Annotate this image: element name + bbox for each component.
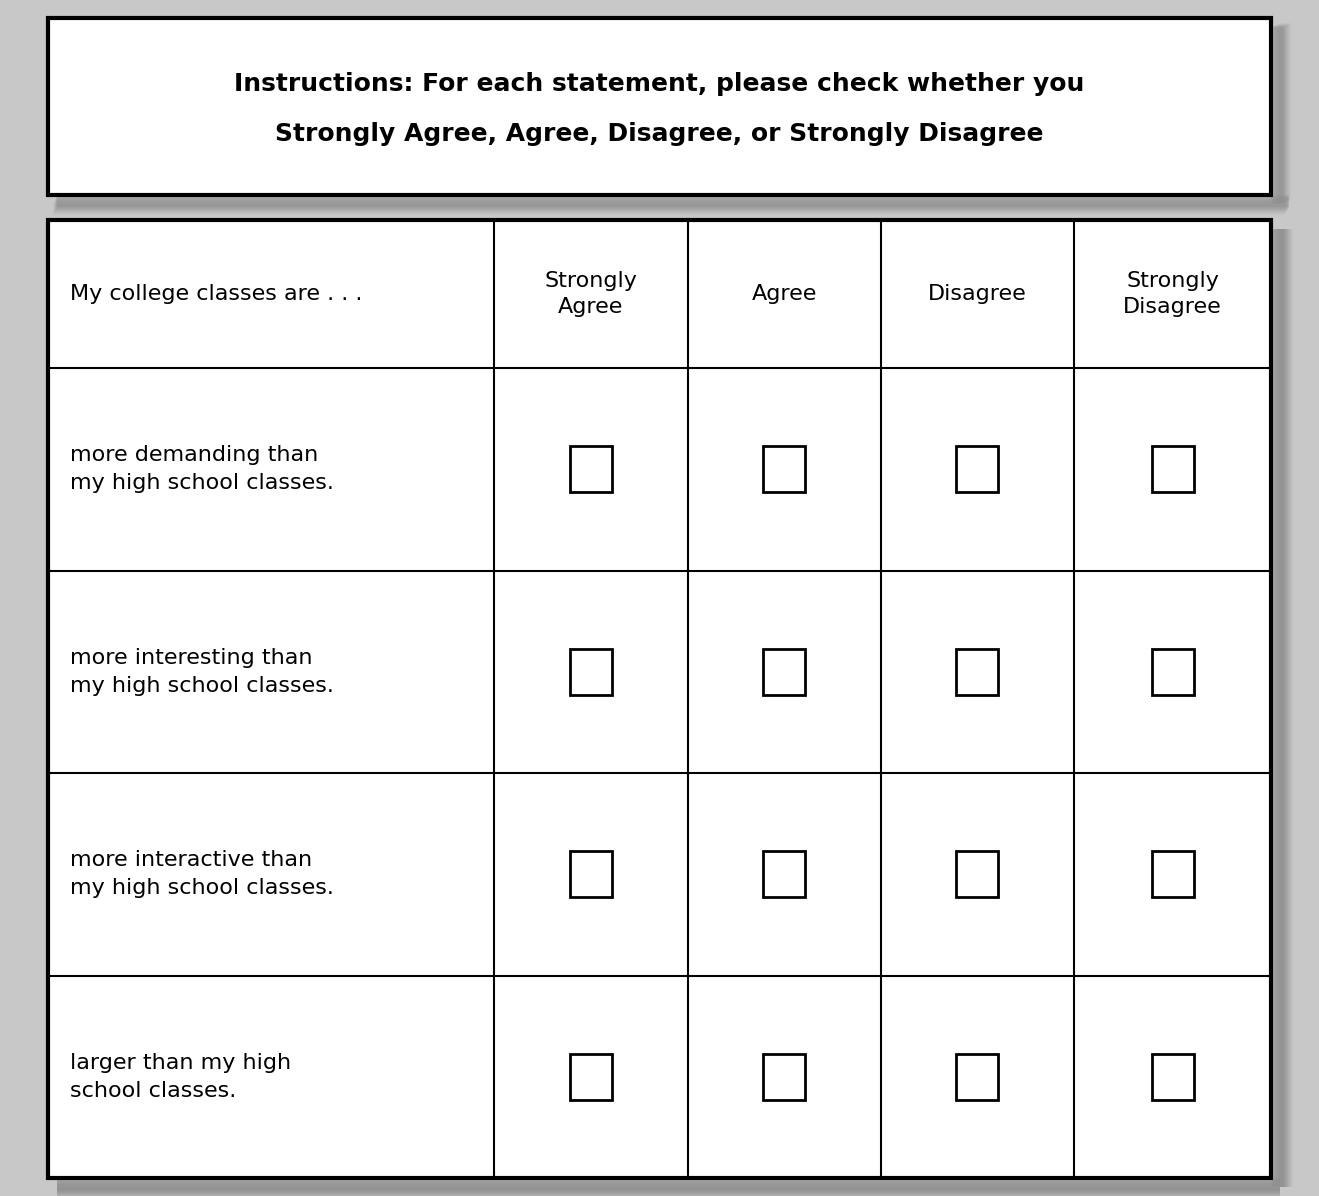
Bar: [570, 446, 612, 493]
Bar: [570, 852, 612, 897]
Text: My college classes are . . .: My college classes are . . .: [70, 283, 363, 304]
Bar: [47, 18, 1272, 195]
Bar: [47, 220, 1272, 1178]
Bar: [764, 648, 805, 695]
Bar: [57, 1178, 1279, 1190]
Bar: [1282, 228, 1294, 1186]
Bar: [764, 446, 805, 493]
Bar: [57, 1180, 1279, 1192]
Bar: [57, 1188, 1279, 1196]
Bar: [570, 648, 612, 695]
Bar: [57, 1180, 1279, 1192]
Bar: [1279, 23, 1293, 200]
Text: larger than my high
school classes.: larger than my high school classes.: [70, 1052, 291, 1100]
Text: more demanding than
my high school classes.: more demanding than my high school class…: [70, 445, 334, 493]
Bar: [1273, 228, 1285, 1186]
Bar: [956, 852, 998, 897]
Bar: [1274, 228, 1286, 1186]
Bar: [53, 205, 1285, 216]
Bar: [1281, 228, 1293, 1186]
Bar: [55, 199, 1287, 210]
Bar: [57, 1185, 1279, 1196]
Text: more interesting than
my high school classes.: more interesting than my high school cla…: [70, 648, 334, 696]
Bar: [1278, 24, 1290, 201]
Text: more interactive than
my high school classes.: more interactive than my high school cla…: [70, 850, 334, 898]
Bar: [1277, 228, 1289, 1186]
Bar: [54, 200, 1286, 212]
Bar: [57, 196, 1289, 208]
Bar: [1272, 228, 1283, 1186]
Bar: [570, 1054, 612, 1100]
Bar: [956, 1054, 998, 1100]
Bar: [55, 197, 1287, 209]
Bar: [1275, 24, 1287, 201]
Bar: [1275, 25, 1287, 202]
Bar: [57, 1179, 1279, 1191]
Bar: [57, 1182, 1279, 1194]
Bar: [1279, 23, 1291, 200]
Bar: [1278, 228, 1290, 1186]
Text: Agree: Agree: [752, 283, 816, 304]
Bar: [54, 202, 1286, 214]
Bar: [764, 852, 805, 897]
Bar: [1272, 28, 1283, 205]
Bar: [1274, 25, 1286, 202]
Bar: [1272, 26, 1283, 203]
Bar: [956, 446, 998, 493]
Bar: [57, 1183, 1279, 1195]
Bar: [57, 1189, 1279, 1196]
Bar: [1273, 26, 1285, 203]
Bar: [1151, 446, 1194, 493]
Text: Strongly Agree, Agree, Disagree, or Strongly Disagree: Strongly Agree, Agree, Disagree, or Stro…: [276, 122, 1043, 146]
Text: Strongly
Disagree: Strongly Disagree: [1124, 270, 1221, 317]
Bar: [57, 1186, 1279, 1196]
Bar: [1277, 24, 1289, 201]
Bar: [1279, 228, 1293, 1186]
Bar: [57, 195, 1289, 207]
Bar: [53, 203, 1285, 215]
Text: Instructions: For each statement, please check whether you: Instructions: For each statement, please…: [235, 73, 1084, 97]
Bar: [1275, 228, 1287, 1186]
Bar: [764, 1054, 805, 1100]
Bar: [1151, 648, 1194, 695]
Bar: [1275, 228, 1287, 1186]
Bar: [57, 1184, 1279, 1196]
Bar: [1151, 1054, 1194, 1100]
Bar: [57, 1186, 1279, 1196]
Bar: [54, 201, 1286, 213]
Bar: [55, 199, 1287, 210]
Bar: [1151, 852, 1194, 897]
Text: Strongly
Agree: Strongly Agree: [545, 270, 637, 317]
Bar: [956, 648, 998, 695]
Text: Disagree: Disagree: [929, 283, 1028, 304]
Bar: [1272, 228, 1283, 1186]
Bar: [1279, 228, 1291, 1186]
